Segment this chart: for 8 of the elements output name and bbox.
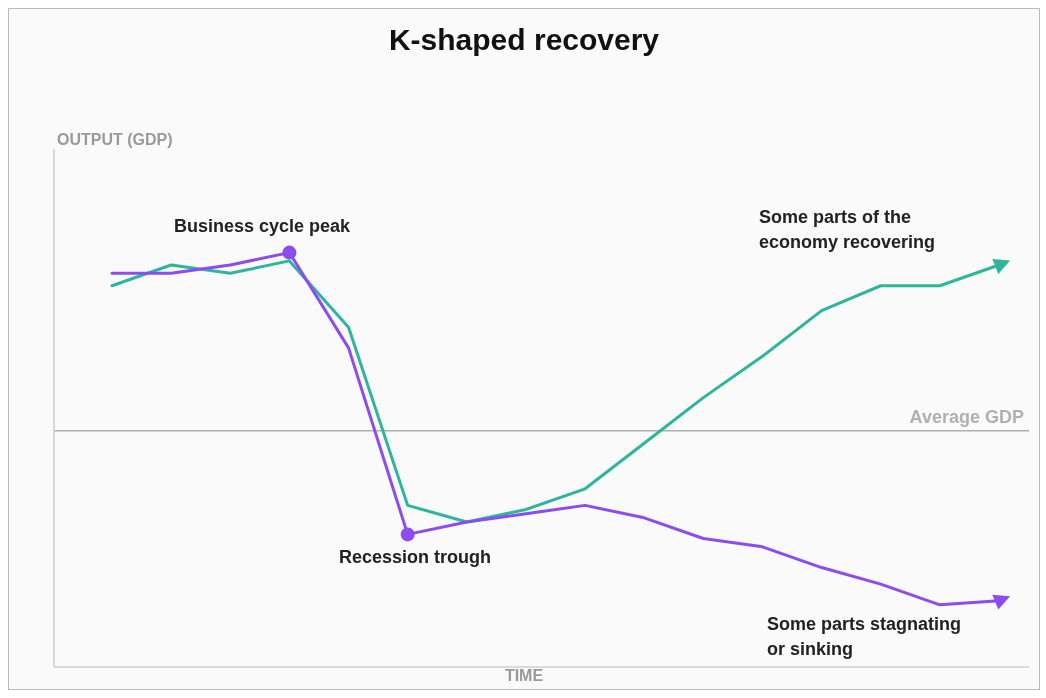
ref-line-label: Average GDP	[909, 406, 1024, 427]
chart-title: K-shaped recovery	[387, 23, 661, 57]
annotation: Business cycle peak	[174, 215, 351, 238]
x-axis-title: TIME	[503, 667, 545, 685]
annotation: Recession trough	[339, 546, 492, 569]
text: OUTPUT (GDP)	[57, 130, 173, 150]
annotation: Some parts stagnating or sinking	[767, 613, 963, 661]
text: Some parts of the economy recovering	[759, 206, 937, 254]
